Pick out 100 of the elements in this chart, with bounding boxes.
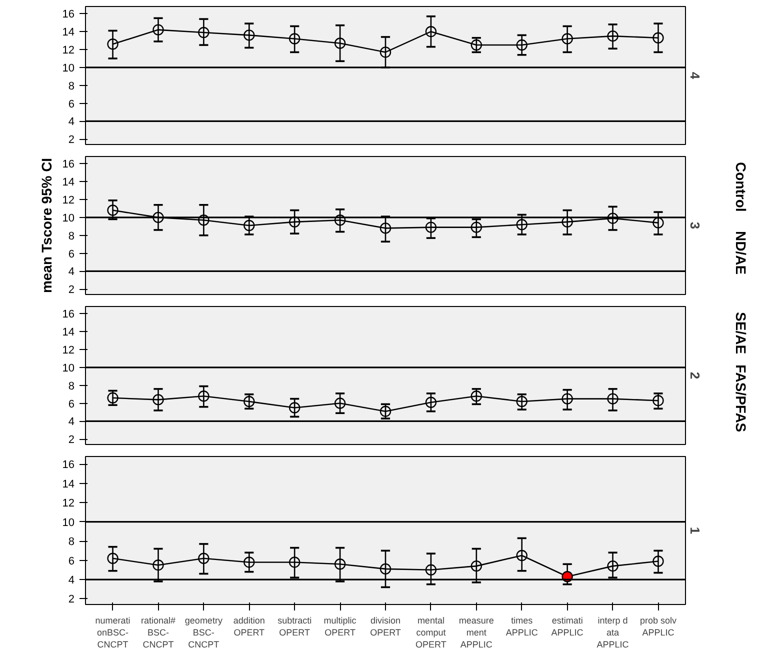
y-tick-label: 16	[62, 8, 75, 21]
point	[380, 46, 392, 58]
text: ND/AE	[732, 231, 749, 275]
y-tick-label: 4	[68, 266, 75, 278]
y-tick-label: 4	[68, 416, 75, 428]
point	[152, 394, 164, 406]
point	[107, 204, 118, 216]
point	[652, 556, 664, 567]
x-tick-label: division OPERT	[370, 616, 402, 638]
y-tick-label: 10	[62, 516, 75, 529]
point	[107, 552, 118, 564]
y-tick-label: 16	[62, 459, 75, 472]
point	[288, 216, 300, 228]
x-tick-label: times APPLIC	[506, 616, 538, 638]
x-tick-label: measure ment APPLIC	[458, 616, 494, 650]
y-tick-label: 8	[68, 80, 75, 92]
y-tick-label: 12	[62, 194, 75, 207]
y-tick-label: 10	[62, 212, 75, 224]
text: 2	[688, 372, 702, 380]
point	[562, 216, 573, 228]
text: FAS/PFAS	[732, 364, 749, 432]
x-tick-label: addition OPERT	[233, 616, 266, 638]
y-tick-label: 16	[62, 308, 75, 321]
text: Control	[732, 162, 749, 212]
y-tick-label: 14	[62, 326, 75, 339]
point	[652, 217, 664, 228]
y-tick-label: 14	[62, 176, 75, 189]
y-axis-title: mean Tscore 95% CI	[38, 158, 54, 294]
point	[288, 33, 300, 44]
point	[244, 220, 255, 232]
x-tick-label: multiplic OPERT	[324, 616, 357, 638]
point	[516, 396, 528, 408]
point	[470, 39, 482, 51]
y-tick-label: 8	[68, 230, 75, 242]
y-tick-label: 4	[68, 116, 75, 128]
y-tick-label: 6	[68, 555, 75, 568]
x-tick-label: interp d ata APPLIC	[596, 616, 630, 650]
x-tick-label: estimati APPLIC	[551, 616, 584, 638]
point	[152, 24, 164, 36]
point	[334, 398, 346, 409]
point	[652, 395, 664, 406]
point	[198, 552, 210, 564]
point	[334, 558, 346, 570]
text: SE/AE	[732, 312, 749, 354]
y-tick-label: 2	[68, 594, 75, 606]
y-tick-label: 8	[68, 536, 75, 548]
y-tick-label: 16	[62, 158, 75, 171]
point	[380, 222, 392, 234]
x-tick-label: geometry BSC- CNCPT	[184, 616, 223, 650]
x-tick-label: mental comput OPERT	[416, 616, 447, 650]
point	[516, 550, 528, 562]
x-tick-label: subtracti OPERT	[278, 616, 312, 638]
text: 1	[688, 526, 702, 534]
point	[288, 556, 300, 568]
point	[425, 396, 437, 408]
point	[652, 32, 664, 44]
y-tick-label: 10	[62, 62, 75, 74]
x-tick-label: numerati onBSC- CNCPT	[95, 616, 130, 650]
x-tick-label: prob solv APPLIC	[640, 616, 677, 638]
y-tick-label: 6	[68, 98, 75, 110]
y-tick-label: 6	[68, 248, 75, 260]
point	[334, 38, 346, 49]
point	[334, 214, 346, 226]
point	[107, 392, 118, 404]
point	[425, 26, 437, 38]
point	[470, 390, 482, 402]
y-tick-label: 12	[62, 498, 75, 510]
point	[198, 214, 210, 226]
y-tick-label: 14	[62, 26, 75, 39]
point	[244, 396, 255, 408]
point	[562, 393, 573, 404]
point	[244, 556, 255, 568]
point	[470, 560, 482, 572]
point	[380, 563, 392, 575]
point	[152, 212, 164, 224]
x-tick-label: rational# BSC- CNCPT	[140, 616, 176, 650]
point	[380, 406, 392, 417]
point	[244, 30, 255, 41]
y-tick-label: 6	[68, 398, 75, 410]
y-tick-label: 14	[62, 478, 75, 490]
point	[152, 560, 164, 571]
text: 4	[688, 72, 702, 80]
text: 3	[688, 222, 702, 230]
point	[470, 222, 482, 233]
point	[425, 564, 437, 576]
point	[607, 393, 618, 404]
point	[198, 26, 210, 38]
point	[198, 390, 210, 402]
point	[516, 219, 528, 230]
y-tick-label: 4	[68, 574, 75, 587]
y-tick-label: 10	[62, 362, 75, 374]
point	[425, 222, 437, 233]
point	[607, 30, 618, 42]
y-tick-label: 2	[68, 434, 75, 446]
y-tick-label: 12	[62, 44, 75, 57]
point	[288, 402, 300, 414]
point	[562, 33, 573, 44]
point	[607, 560, 618, 572]
y-tick-label: 8	[68, 380, 75, 392]
y-tick-label: 12	[62, 344, 75, 357]
